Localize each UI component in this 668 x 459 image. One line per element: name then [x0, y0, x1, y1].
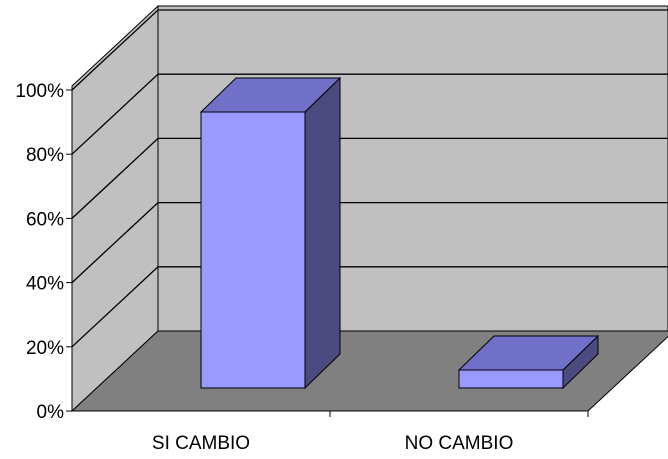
bar: [458, 369, 564, 389]
x-tick-label: NO CAMBIO: [405, 433, 514, 454]
y-tick-label: 60%: [26, 209, 64, 230]
y-tick-label: 40%: [26, 274, 64, 295]
bar: [200, 111, 306, 389]
chart-tick-labels: 0% 20% 40% 60% 80% 100% SI CAMBIO NO CAMBIO: [15, 81, 513, 454]
x-tick-label: SI CAMBIO: [152, 433, 250, 454]
gridline: [71, 9, 668, 91]
y-tick-label: 100%: [15, 81, 64, 102]
chart-gridlines: [71, 9, 668, 348]
bar-side: [304, 76, 341, 390]
chart-bars: [199, 76, 600, 390]
chart-axes: [66, 86, 589, 417]
gridline: [71, 137, 668, 219]
gridline: [71, 73, 668, 155]
y-tick-label: 80%: [26, 145, 64, 166]
gridline: [71, 266, 668, 348]
gridline: [71, 201, 668, 284]
y-tick-label: 20%: [26, 338, 64, 359]
y-tick-label: 0%: [37, 402, 65, 423]
